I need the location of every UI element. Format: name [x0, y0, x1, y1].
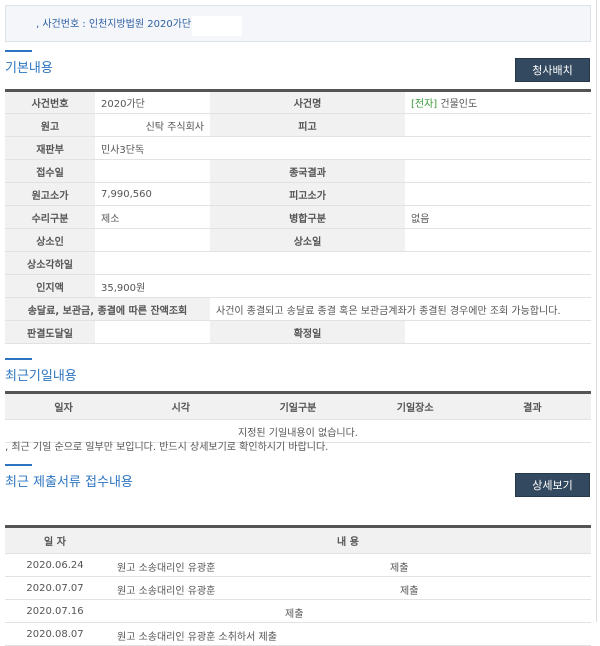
basic-title: 기본내용 [5, 61, 53, 76]
field-label: 병합구분 [210, 205, 405, 229]
table-row: 상소각하일 [5, 251, 591, 275]
doc-submitter: 원고 소송대리인 유광훈 [117, 586, 216, 597]
field-value: [전자] 건물인도 [405, 90, 591, 114]
field-value [405, 182, 591, 206]
doc-content: 원고 소송대리인 유광훈 소취하서 제출 [105, 622, 591, 646]
field-value [405, 228, 591, 252]
hearing-title: 최근기일내용 [5, 369, 77, 384]
col-date: 일자 [5, 392, 123, 420]
section-marker [5, 50, 32, 52]
table-row: 접수일 종국결과 [5, 159, 591, 183]
table-row: 수리구분 제소 병합구분 없음 [5, 205, 591, 229]
col-place: 기일장소 [356, 392, 474, 420]
table-row: 사건번호 2020가단 사건명 [전자] 건물인도 [5, 90, 591, 114]
section-marker [5, 464, 32, 466]
field-label: 원고소가 [5, 182, 95, 206]
table-row: 상소인 상소일 [5, 228, 591, 252]
field-value: 제소 [95, 205, 210, 229]
field-value: 35,900원 [95, 274, 591, 298]
doc-submitter: 원고 소송대리인 유광훈 소취하서 제출 [117, 632, 277, 643]
field-label: 인지액 [5, 274, 95, 298]
doc-content: 제출 [105, 599, 591, 623]
table-row: 2020.07.16 제출 [5, 599, 591, 623]
field-label: 종국결과 [210, 159, 405, 183]
field-label: 상소일 [210, 228, 405, 252]
table-row: 인지액 35,900원 [5, 274, 591, 298]
doc-action: 제출 [400, 586, 419, 597]
doc-date: 2020.07.16 [5, 599, 105, 623]
doc-submitter: 원고 소송대리인 유광훈 [117, 563, 216, 574]
field-value: 신탁 주식회사 [95, 113, 210, 137]
doc-content: 원고 소송대리인 유광훈 제출 [105, 576, 591, 600]
field-label: 사건명 [210, 90, 405, 114]
col-time: 시각 [122, 392, 240, 420]
field-label: 확정일 [210, 320, 405, 344]
court-map-button[interactable]: 청사배치 [515, 58, 590, 82]
electronic-tag: [전자] [411, 99, 438, 110]
table-row: 2020.08.07 원고 소송대리인 유광훈 소취하서 제출 [5, 622, 591, 646]
field-label: 원고 [5, 113, 95, 137]
field-value [95, 228, 210, 252]
field-value: 민사3단독 [95, 136, 591, 160]
table-row: 재판부 민사3단독 [5, 136, 591, 160]
field-value: 사건이 종결되고 송달료 종결 혹은 보관금계좌가 종결된 경우에만 조회 가능… [210, 297, 591, 321]
case-number-text: ‚ 사건번호 : 인천지방법원 2020가단 [36, 19, 192, 30]
doc-action: 제출 [390, 563, 409, 574]
table-row: 송달료, 보관금, 종결에 따른 잔액조회 사건이 종결되고 송달료 종결 혹은… [5, 297, 591, 321]
case-number-box: ‚ 사건번호 : 인천지방법원 2020가단 [5, 5, 591, 42]
field-value [95, 320, 210, 344]
field-value-text: 없음 [411, 213, 430, 225]
field-label: 피고소가 [210, 182, 405, 206]
field-label: 수리구분 [5, 205, 95, 229]
basic-info-table: 사건번호 2020가단 사건명 [전자] 건물인도 원고 신탁 주식회사 피고 재… [5, 89, 591, 344]
table-row: 원고소가 7,990,560 피고소가 [5, 182, 591, 206]
field-value [405, 320, 591, 344]
doc-action: 제출 [285, 609, 304, 620]
field-value: 7,990,560 [95, 182, 210, 206]
table-row: 2020.07.07 원고 소송대리인 유광훈 제출 [5, 576, 591, 600]
field-value [95, 159, 210, 183]
field-label: 판결도달일 [5, 320, 95, 344]
doc-date: 2020.08.07 [5, 622, 105, 646]
field-value: 2020가단 [95, 90, 210, 114]
field-label: 접수일 [5, 159, 95, 183]
table-row: 판결도달일 확정일 [5, 320, 591, 344]
doc-date: 2020.07.07 [5, 576, 105, 600]
hearing-table: 일자 시각 기일구분 기일장소 결과 지정된 기일내용이 없습니다. [5, 391, 591, 443]
field-value-text: 건물인도 [440, 99, 478, 110]
docs-title: 최근 제출서류 접수내용 [5, 475, 133, 490]
documents-table: 일 자 내 용 2020.06.24 원고 소송대리인 유광훈 제출 2020.07… [5, 525, 591, 646]
field-value [405, 113, 591, 137]
doc-content: 원고 소송대리인 유광훈 제출 [105, 553, 591, 577]
field-label: 피고 [210, 113, 405, 137]
field-label: 상소인 [5, 228, 95, 252]
redaction [192, 16, 242, 36]
page-border [596, 0, 597, 622]
doc-date: 2020.06.24 [5, 553, 105, 577]
detail-view-button[interactable]: 상세보기 [515, 473, 590, 497]
col-date: 일 자 [5, 526, 105, 554]
field-value [405, 159, 591, 183]
table-row: 2020.06.24 원고 소송대리인 유광훈 제출 [5, 553, 591, 577]
hearing-note: ‚ 최근 기일 순으로 일부만 보입니다. 반드시 상세보기로 확인하시기 바랍… [5, 442, 329, 453]
field-value [95, 251, 591, 275]
field-label: 재판부 [5, 136, 95, 160]
col-result: 결과 [473, 392, 591, 420]
field-label: 송달료, 보관금, 종결에 따른 잔액조회 [5, 297, 210, 321]
col-type: 기일구분 [239, 392, 357, 420]
field-value: 없음 [405, 205, 591, 229]
col-content: 내 용 [105, 526, 591, 554]
empty-message: 지정된 기일내용이 없습니다. [5, 419, 591, 443]
field-label: 상소각하일 [5, 251, 95, 275]
section-marker [5, 358, 32, 360]
field-label: 사건번호 [5, 90, 95, 114]
table-row: 원고 신탁 주식회사 피고 [5, 113, 591, 137]
